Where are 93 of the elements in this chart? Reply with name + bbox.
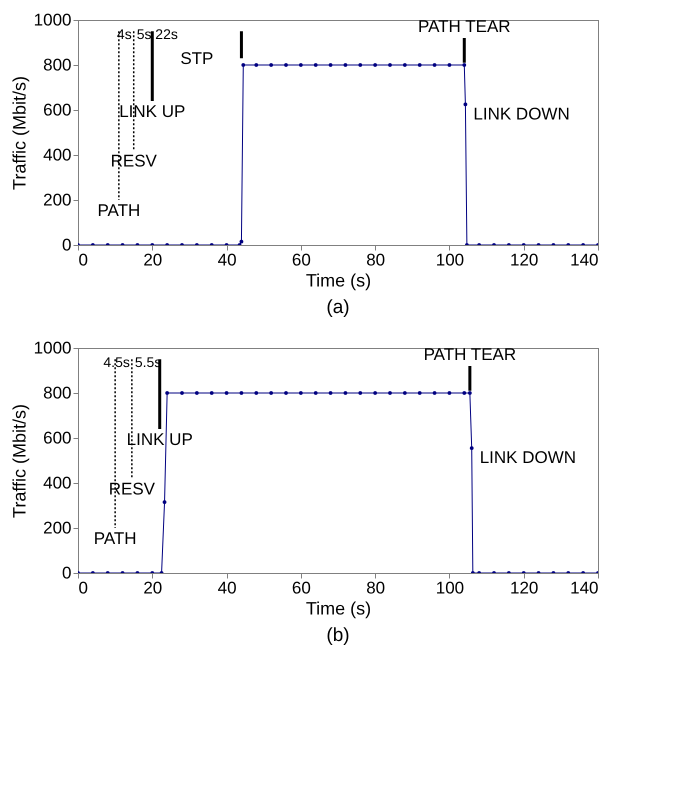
point	[344, 391, 348, 395]
annotation: LINK DOWN	[473, 104, 570, 124]
annotation: 4.5s	[103, 354, 130, 370]
point	[470, 446, 474, 450]
y-axis-title: Traffic (Mbit/s)	[10, 76, 30, 190]
ref-line-label: PATH TEAR	[424, 344, 516, 364]
point	[388, 391, 392, 395]
point	[162, 500, 166, 504]
point	[284, 63, 288, 67]
point	[328, 63, 332, 67]
line-series	[78, 391, 598, 573]
point	[358, 391, 362, 395]
point	[358, 63, 362, 67]
y-tick-label: 800	[43, 384, 72, 402]
point	[462, 391, 466, 395]
x-tick-label: 0	[78, 578, 88, 598]
y-tick-label: 600	[43, 100, 72, 120]
annotation: STP	[180, 48, 214, 68]
y-tick-label: 0	[62, 236, 72, 254]
point	[298, 391, 303, 395]
point	[269, 391, 274, 395]
y-tick-label: 1000	[34, 338, 72, 358]
point	[254, 391, 258, 395]
x-tick-label: 120	[510, 578, 538, 598]
x-axis-title: Time (s)	[306, 598, 372, 618]
x-axis-title: Time (s)	[306, 270, 372, 290]
point	[328, 391, 332, 395]
x-tick-label: 80	[366, 578, 386, 598]
point	[298, 63, 303, 67]
point	[240, 391, 244, 395]
point	[462, 63, 466, 67]
x-tick-label: 100	[436, 250, 464, 270]
x-tick-label: 80	[366, 250, 386, 270]
point	[373, 391, 378, 395]
x-tick-label: 40	[218, 250, 237, 270]
point	[284, 391, 288, 395]
x-tick-label: 60	[292, 578, 311, 598]
text: (a)	[326, 297, 350, 318]
point	[254, 63, 258, 67]
point	[418, 391, 422, 395]
annotation: LINK DOWN	[480, 448, 576, 468]
point	[240, 240, 244, 244]
x-tick-label: 60	[292, 250, 311, 270]
y-tick-label: 400	[43, 474, 72, 492]
y-tick-label: 0	[62, 564, 72, 582]
y-tick-label: 400	[43, 146, 72, 164]
x-tick-label: 140	[570, 578, 598, 598]
point	[432, 63, 436, 67]
point	[210, 391, 214, 395]
annotation: 22s	[155, 26, 178, 42]
y-tick-label: 200	[43, 190, 72, 210]
text: (b)	[326, 625, 350, 646]
y-axis-title: Traffic (Mbit/s)	[10, 404, 30, 518]
point	[344, 63, 348, 67]
x-tick-label: 100	[436, 578, 464, 598]
point	[464, 102, 468, 106]
point	[224, 391, 228, 395]
point	[373, 63, 378, 67]
point	[448, 391, 452, 395]
point	[269, 63, 274, 67]
point	[180, 391, 184, 395]
ref-line-label: RESV	[108, 480, 156, 498]
y-tick-label: 600	[43, 428, 72, 448]
point	[402, 63, 407, 67]
x-tick-label: 0	[78, 250, 88, 270]
point	[402, 391, 407, 395]
y-tick-label: 1000	[34, 10, 72, 30]
point	[388, 63, 392, 67]
point	[468, 391, 472, 395]
point	[314, 63, 318, 67]
annotation: 4s	[116, 26, 132, 42]
ref-line-label: LINK UP	[119, 102, 186, 121]
point	[314, 391, 318, 395]
y-tick-label: 800	[43, 56, 72, 74]
point	[448, 63, 452, 67]
line-series	[78, 63, 598, 245]
x-tick-label: 140	[570, 250, 598, 270]
x-tick-label: 40	[218, 578, 237, 598]
point	[418, 63, 422, 67]
ref-line-label: LINK UP	[126, 430, 193, 449]
ref-line-label: PATH	[97, 201, 140, 220]
x-tick-label: 20	[143, 578, 162, 598]
point	[194, 391, 199, 395]
ref-line-label: PATH	[94, 529, 137, 548]
point	[165, 391, 170, 395]
x-tick-label: 120	[510, 250, 538, 270]
ref-line-label: RESV	[110, 152, 158, 170]
annotation: 5s	[136, 26, 152, 42]
point	[432, 391, 436, 395]
point	[241, 63, 246, 67]
ref-line-label: PATH TEAR	[418, 16, 511, 36]
y-tick-label: 200	[43, 518, 72, 538]
x-tick-label: 20	[143, 250, 162, 270]
